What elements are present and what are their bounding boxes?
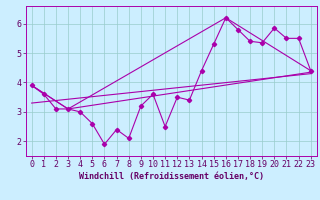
X-axis label: Windchill (Refroidissement éolien,°C): Windchill (Refroidissement éolien,°C)	[79, 172, 264, 181]
